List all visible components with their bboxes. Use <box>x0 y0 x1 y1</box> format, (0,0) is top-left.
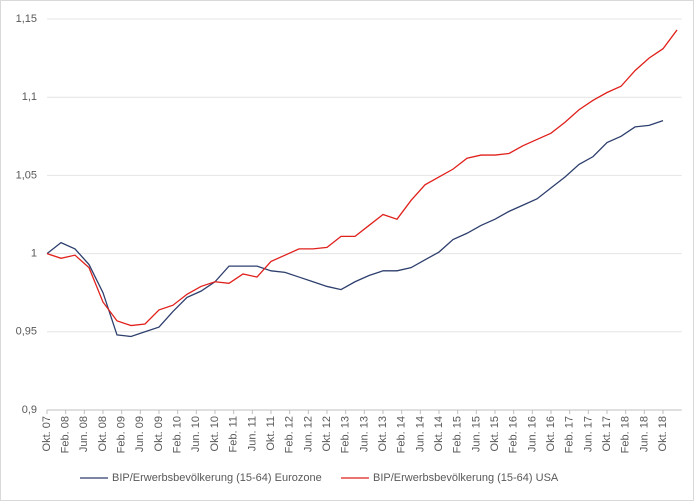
x-tick-label: Okt. 07 <box>41 416 53 451</box>
y-tick-label: 0,9 <box>22 404 37 416</box>
x-tick-label: Okt. 16 <box>545 416 557 451</box>
x-tick-label: Feb. 15 <box>452 416 464 453</box>
x-tick-label: Okt. 18 <box>657 416 669 451</box>
x-tick-label: Jun. 13 <box>358 416 370 452</box>
x-tick-label: Jun. 09 <box>134 416 146 452</box>
x-tick-label: Feb. 16 <box>508 416 520 453</box>
legend-label: BIP/Erwerbsbevölkerung (15-64) Eurozone <box>112 472 322 484</box>
x-tick-label: Jun. 11 <box>246 416 258 451</box>
x-tick-label: Jun. 12 <box>302 416 314 452</box>
x-tick-label: Okt. 14 <box>433 416 445 451</box>
y-tick-label: 1,1 <box>22 91 37 103</box>
x-tick-label: Jun. 14 <box>414 416 426 452</box>
x-tick-label: Feb. 11 <box>228 416 240 453</box>
x-tick-label: Okt. 15 <box>489 416 501 451</box>
legend-label: BIP/Erwerbsbevölkerung (15-64) USA <box>373 472 559 484</box>
line-series <box>46 120 664 338</box>
x-tick-label: Okt. 10 <box>209 416 221 451</box>
x-tick-label: Okt. 12 <box>321 416 333 451</box>
x-tick-label: Feb. 18 <box>620 416 632 453</box>
x-tick-label: Okt. 09 <box>153 416 165 451</box>
x-tick-label: Feb. 09 <box>116 416 128 453</box>
x-tick-label: Okt. 11 <box>265 416 277 451</box>
x-tick-label: Okt. 17 <box>601 416 613 451</box>
y-tick-label: 1,15 <box>16 13 37 25</box>
x-tick-label: Jun. 17 <box>582 416 594 452</box>
x-tick-label: Okt. 13 <box>377 416 389 451</box>
x-tick-label: Jun. 10 <box>190 416 202 452</box>
x-tick-label: Feb. 08 <box>60 416 72 453</box>
x-tick-label: Jun. 15 <box>470 416 482 452</box>
x-tick-label: Okt. 08 <box>97 416 109 451</box>
y-tick-label: 0,95 <box>16 326 37 338</box>
x-tick-label: Jun. 08 <box>78 416 90 452</box>
x-tick-label: Jun. 18 <box>638 416 650 452</box>
x-tick-label: Jun. 16 <box>526 416 538 452</box>
y-tick-label: 1,05 <box>16 169 37 181</box>
y-tick-label: 1 <box>31 248 37 260</box>
x-tick-label: Feb. 10 <box>172 416 184 453</box>
x-tick-label: Feb. 14 <box>396 416 408 453</box>
x-tick-label: Feb. 12 <box>284 416 296 453</box>
line-series <box>46 29 678 327</box>
x-tick-label: Feb. 17 <box>564 416 576 453</box>
x-tick-label: Feb. 13 <box>340 416 352 453</box>
